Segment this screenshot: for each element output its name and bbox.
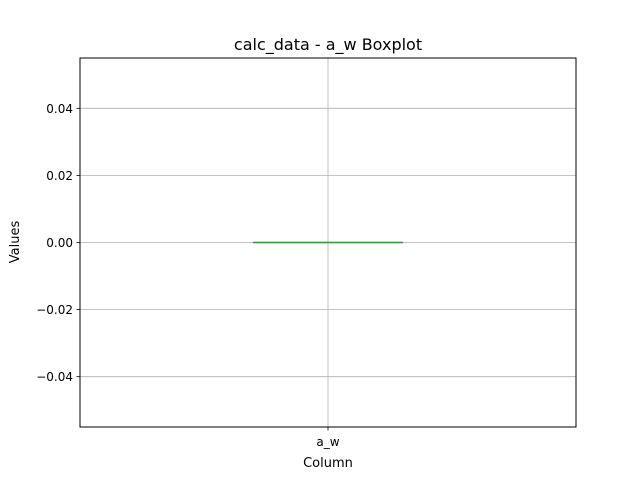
- x-tick-label: a_w: [316, 435, 339, 449]
- y-tick-label: −0.02: [36, 303, 73, 317]
- x-axis-label: Column: [303, 456, 353, 471]
- y-tick-label: 0.00: [46, 236, 73, 250]
- y-tick-label: 0.02: [46, 169, 73, 183]
- y-tick-label: −0.04: [36, 370, 73, 384]
- y-tick-label: 0.04: [46, 102, 73, 116]
- axis-ticks: −0.04 −0.02 0.00 0.02 0.04 a_w: [36, 102, 340, 449]
- chart-title: calc_data - a_w Boxplot: [234, 35, 422, 55]
- y-axis-label: Values: [8, 221, 23, 264]
